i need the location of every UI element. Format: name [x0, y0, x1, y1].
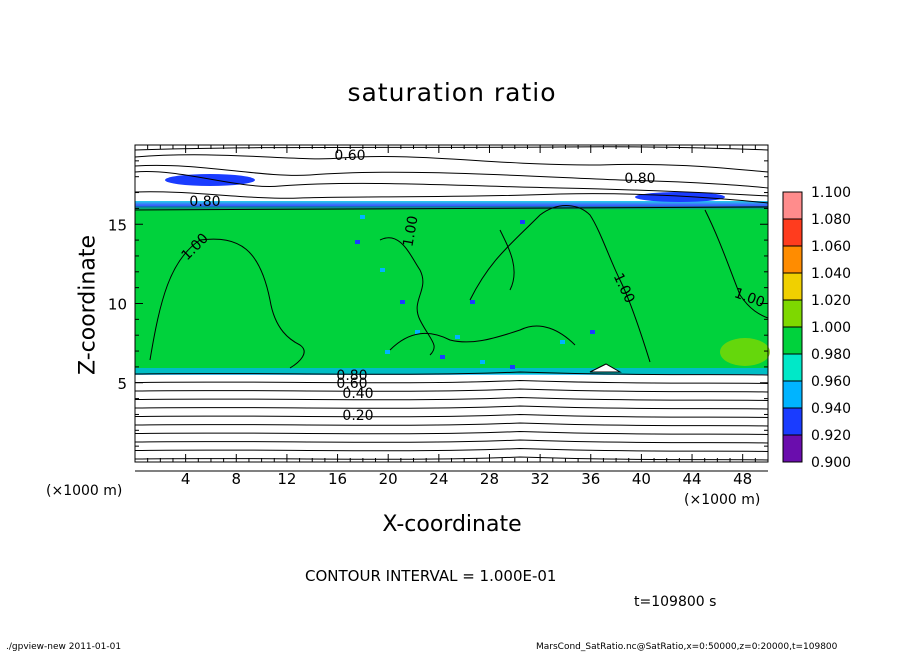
mixing-cell — [360, 215, 365, 219]
contour-label: 0.80 — [624, 171, 655, 187]
x-tick-label: 28 — [480, 470, 499, 488]
contour-line — [704, 209, 769, 319]
colorbar: 0.900 0.920 0.940 0.960 0.980 1.000 1.020 1.040… — [782, 185, 851, 471]
colorbar-swatch — [783, 300, 802, 327]
colorbar-label: 0.900 — [811, 455, 851, 471]
colorbar-label: 1.020 — [811, 293, 851, 309]
contour-label: 0.40 — [342, 386, 373, 402]
unsaturated-bump — [589, 363, 622, 373]
contour-label: 0.60 — [336, 376, 367, 392]
supersaturated-patch — [720, 338, 770, 366]
mixing-cell — [400, 300, 405, 304]
contour-line — [134, 379, 769, 384]
colorbar-label: 1.080 — [811, 212, 851, 228]
contour-line — [134, 388, 769, 393]
x-tick-label: 20 — [379, 470, 398, 488]
mixing-cell — [560, 340, 565, 344]
colorbar-swatch — [783, 273, 802, 300]
mixing-cell — [440, 355, 445, 359]
y-tick-label: 10 — [108, 296, 127, 314]
colorbar-swatch — [783, 219, 802, 246]
contour-line — [134, 164, 769, 189]
colorbar-label: 1.100 — [811, 185, 851, 201]
y-tick-label: 15 — [108, 216, 127, 234]
contour-line — [134, 413, 769, 418]
x-axis-label: X-coordinate — [382, 512, 522, 537]
mixing-cell — [415, 330, 420, 334]
contour-line — [134, 171, 769, 197]
x-tick-label: 48 — [733, 470, 752, 488]
time-stamp: t=109800 s — [634, 594, 717, 610]
colorbar-swatch — [783, 246, 802, 273]
contour-line — [134, 191, 769, 204]
colorbar-swatch — [783, 327, 802, 354]
contour-line — [149, 238, 305, 369]
colorbar-label: 0.960 — [811, 374, 851, 390]
mixing-cell — [455, 335, 460, 339]
mixing-cell — [480, 360, 485, 364]
mixing-cell — [355, 240, 360, 244]
mixing-cell — [380, 268, 385, 272]
contour-line — [134, 405, 769, 410]
contour-line — [134, 439, 769, 444]
mixing-cell — [385, 350, 390, 354]
colorbar-swatch — [783, 435, 802, 462]
colorbar-label: 1.060 — [811, 239, 851, 255]
contour-interval-text: CONTOUR INTERVAL = 1.000E-01 — [305, 567, 557, 585]
colorbar-swatch — [783, 354, 802, 381]
colorbar-swatch — [783, 408, 802, 435]
x-tick-label: 44 — [682, 470, 701, 488]
lower-transition-band — [135, 368, 768, 375]
mixing-cell — [470, 300, 475, 304]
contour-label: 0.80 — [189, 194, 220, 210]
x-tick-label: 8 — [232, 470, 242, 488]
saturated-region — [135, 206, 768, 374]
colorbar-swatch — [783, 381, 802, 408]
contour-label: 0.60 — [334, 148, 365, 164]
footer-left: ./gpview-new 2011-01-01 — [6, 642, 122, 652]
colorbar-label: 1.000 — [811, 320, 851, 336]
y-unit-label: (×1000 m) — [46, 483, 123, 499]
mixing-cell — [520, 220, 525, 224]
contour-line — [469, 205, 651, 363]
contour-line — [499, 229, 515, 291]
contour-line — [379, 237, 435, 356]
colorbar-label: 1.040 — [811, 266, 851, 282]
contour-line — [389, 325, 576, 351]
contour-line — [134, 371, 769, 376]
footer-right: MarsCond_SatRatio.nc@SatRatio,x=0:50000,… — [536, 642, 838, 652]
contour-line — [134, 206, 769, 211]
contour-label: 0.20 — [342, 408, 373, 424]
x-tick-label: 32 — [531, 470, 550, 488]
mixing-cell — [510, 365, 515, 369]
colorbar-swatch — [783, 192, 802, 219]
upper-transition-band — [135, 201, 768, 210]
mixing-cell — [590, 330, 595, 334]
contour-label: 0.80 — [336, 368, 367, 384]
colorbar-label: 0.980 — [811, 347, 851, 363]
plot-area: 0.600.800.801.00 1.001.00 1.000.800.600.40… — [134, 146, 770, 472]
contour-line — [134, 154, 769, 173]
contour-line — [134, 430, 769, 435]
x-tick-label: 36 — [581, 470, 600, 488]
chart-title: saturation ratio — [347, 78, 557, 107]
x-tick-label: 40 — [632, 470, 651, 488]
x-unit-label: (×1000 m) — [684, 492, 761, 508]
contour-line — [134, 396, 769, 401]
contour-line — [134, 447, 769, 452]
x-tick-label: 24 — [429, 470, 448, 488]
x-tick-label: 16 — [328, 470, 347, 488]
contour-label: 1.00 — [400, 215, 421, 248]
x-tick-label: 12 — [277, 470, 296, 488]
colorbar-label: 0.920 — [811, 428, 851, 444]
contour-line — [134, 422, 769, 427]
colorbar-label: 0.940 — [811, 401, 851, 417]
y-tick-label: 5 — [117, 375, 127, 393]
x-tick-label: 4 — [181, 470, 191, 488]
